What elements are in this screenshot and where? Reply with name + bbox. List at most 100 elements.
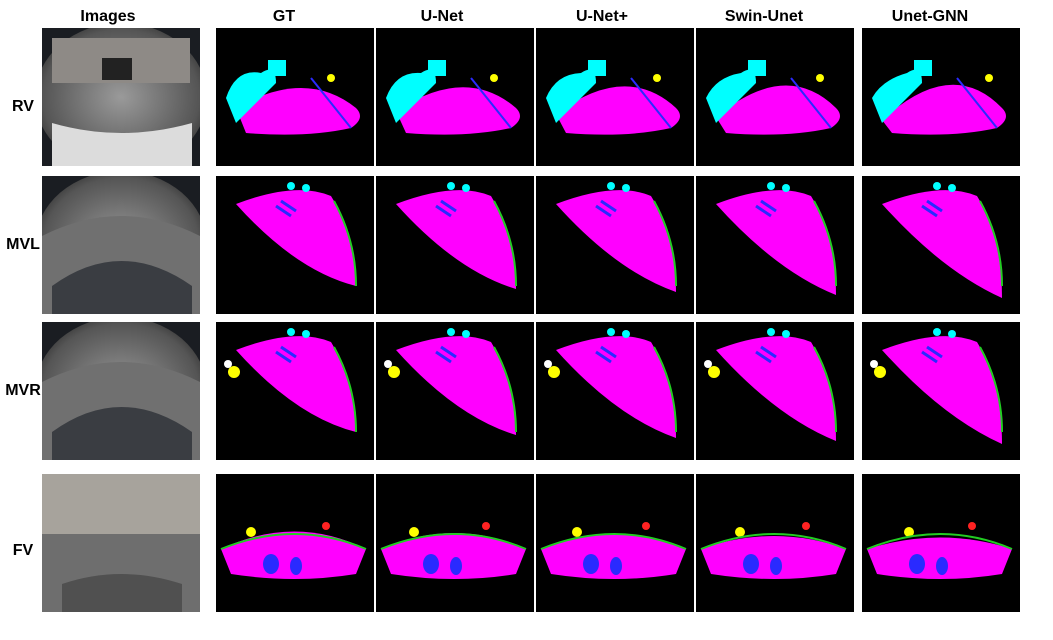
other-blob [704, 360, 712, 368]
vehicle-blob [287, 328, 295, 336]
vehicle-blob [933, 182, 941, 190]
curb-line [813, 200, 837, 287]
tile-mvr-image [42, 322, 200, 460]
person-blob [653, 74, 661, 82]
tile-graphic [696, 474, 854, 612]
tile-graphic [42, 176, 200, 314]
lane-line [956, 77, 998, 129]
column-header-swin-unet: Swin-Unet [724, 8, 804, 25]
car-hood [62, 574, 182, 612]
road-region [381, 533, 526, 579]
lane-marks [755, 199, 777, 218]
person-blob [735, 527, 745, 537]
object-blob [968, 522, 976, 530]
curb-line [333, 200, 357, 287]
vehicle-blob [607, 182, 615, 190]
vehicle-region [386, 69, 436, 123]
lane-line [630, 77, 672, 129]
vehicle-blob [933, 328, 941, 336]
road-region [701, 536, 846, 579]
column-header-unet-gnn: Unet-GNN [891, 8, 969, 25]
lane-blob [909, 554, 925, 574]
vehicle-region-top [588, 60, 606, 76]
lane-marks [275, 345, 297, 364]
tile-mvl-unet [376, 176, 534, 314]
tile-graphic [216, 176, 374, 314]
vehicle-blob [622, 184, 630, 192]
object-blob [802, 522, 810, 530]
road-region [236, 336, 356, 432]
lane-blob [450, 557, 462, 575]
vehicle-blob [447, 328, 455, 336]
person-blob [572, 527, 582, 537]
tile-fv-unet-plus [536, 474, 694, 612]
tile-graphic [862, 474, 1020, 612]
road-region [882, 336, 1002, 444]
vehicle-region-top [428, 60, 446, 76]
person-blob [816, 74, 824, 82]
curb-line [813, 346, 837, 433]
lane-marks [595, 199, 617, 218]
tile-graphic [216, 474, 374, 612]
tile-graphic [42, 474, 200, 612]
tile-rv-swin-unet [696, 28, 854, 166]
object-blob [482, 522, 490, 530]
tile-mvl-gt [216, 176, 374, 314]
tile-graphic [376, 474, 534, 612]
tile-mvr-swin-unet [696, 322, 854, 460]
road-region [716, 190, 836, 295]
tile-graphic [536, 176, 694, 314]
tile-mvl-unet-plus [536, 176, 694, 314]
curb-line [979, 346, 1003, 433]
car-body [52, 407, 192, 460]
road-region [221, 531, 366, 579]
curb-line [979, 200, 1003, 287]
tile-graphic [42, 28, 200, 166]
tile-graphic [536, 28, 694, 166]
tile-rv-unet-plus [536, 28, 694, 166]
curb-line [220, 533, 367, 550]
other-blob [870, 360, 878, 368]
tile-mvr-unet-gnn [862, 322, 1020, 460]
person-blob [490, 74, 498, 82]
vehicle-region [872, 69, 922, 123]
tile-rv-image [42, 28, 200, 166]
row-label-mvr: MVR [5, 382, 41, 399]
lane-marks [435, 345, 457, 364]
lane-marks [921, 199, 943, 218]
tile-rv-gt [216, 28, 374, 166]
tile-mvl-image [42, 176, 200, 314]
lane-blob [290, 557, 302, 575]
road-region [541, 534, 686, 579]
vehicle-blob [948, 330, 956, 338]
person-blob [985, 74, 993, 82]
person-blob [548, 366, 560, 378]
tile-rv-unet [376, 28, 534, 166]
row-label-fv: FV [12, 542, 34, 559]
lane-marks [755, 345, 777, 364]
vehicle-blob [622, 330, 630, 338]
vehicle-blob [302, 330, 310, 338]
column-header-gt: GT [272, 8, 296, 25]
vehicle-blob [302, 184, 310, 192]
road-region [556, 86, 680, 135]
lane-blob [583, 554, 599, 574]
lane-marks [435, 199, 457, 218]
curb-line [493, 200, 517, 287]
vehicle-blob [447, 182, 455, 190]
curb-line [653, 200, 677, 287]
tile-fv-swin-unet [696, 474, 854, 612]
tile-mvl-unet-gnn [862, 176, 1020, 314]
person-blob [388, 366, 400, 378]
column-header-images: Images [80, 8, 136, 25]
tile-fv-gt [216, 474, 374, 612]
road-region [882, 84, 1006, 135]
vehicle-region [546, 69, 596, 123]
person-blob [708, 366, 720, 378]
road-region [556, 190, 676, 292]
tile-fv-unet [376, 474, 534, 612]
row-label-mvl: MVL [6, 236, 40, 253]
vehicle-bumper [52, 123, 192, 166]
lane-blob [936, 557, 948, 575]
curb-line [653, 346, 677, 433]
